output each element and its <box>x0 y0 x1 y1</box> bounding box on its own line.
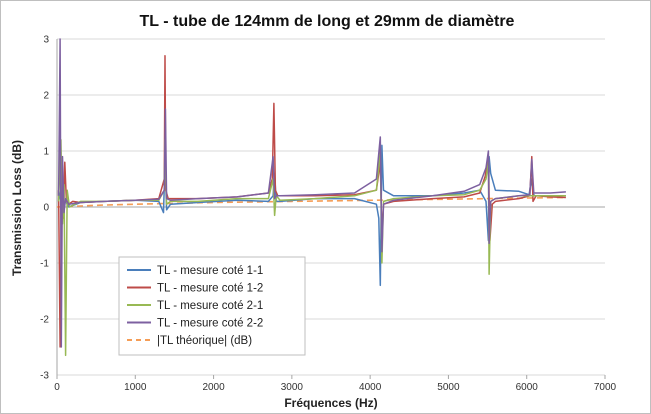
y-tick-label: 0 <box>43 203 49 214</box>
y-tick-label: 3 <box>43 35 49 46</box>
x-axis-title: Fréquences (Hz) <box>284 396 377 410</box>
y-axis-title: Transmission Loss (dB) <box>10 140 24 276</box>
legend-entry: TL - mesure coté 2-2 <box>157 318 263 330</box>
x-tick-label: 3000 <box>281 382 304 393</box>
x-tick-label: 1000 <box>124 382 147 393</box>
y-tick-label: -3 <box>40 371 49 382</box>
x-tick-label: 7000 <box>594 382 617 393</box>
series-line-3 <box>57 139 566 357</box>
x-tick-label: 2000 <box>202 382 225 393</box>
x-tick-label: 0 <box>54 382 60 393</box>
series-line-4 <box>57 38 566 348</box>
axes: -3 -2 -1 0 1 2 3 0 1000 2000 3000 4000 5000 6000 7000 <box>40 35 616 394</box>
legend-entry: TL - mesure coté 1-2 <box>157 283 263 295</box>
x-tick-label: 6000 <box>516 382 539 393</box>
x-tick-label: 5000 <box>437 382 460 393</box>
legend: TL - mesure coté 1-1 TL - mesure coté 1-2… <box>118 256 306 356</box>
legend-entry: |TL théorique| (dB) <box>157 335 252 347</box>
y-tick-label: -1 <box>40 259 49 270</box>
x-tick-label: 4000 <box>359 382 382 393</box>
y-tick-label: -2 <box>40 315 49 326</box>
y-tick-label: 2 <box>43 91 49 102</box>
y-tick-label: 1 <box>43 147 49 158</box>
legend-entry: TL - mesure coté 1-1 <box>157 265 263 277</box>
chart-title: TL - tube de 124mm de long et 29mm de di… <box>140 13 515 30</box>
series-layer <box>56 38 566 357</box>
legend-entry: TL - mesure coté 2-1 <box>157 300 263 312</box>
